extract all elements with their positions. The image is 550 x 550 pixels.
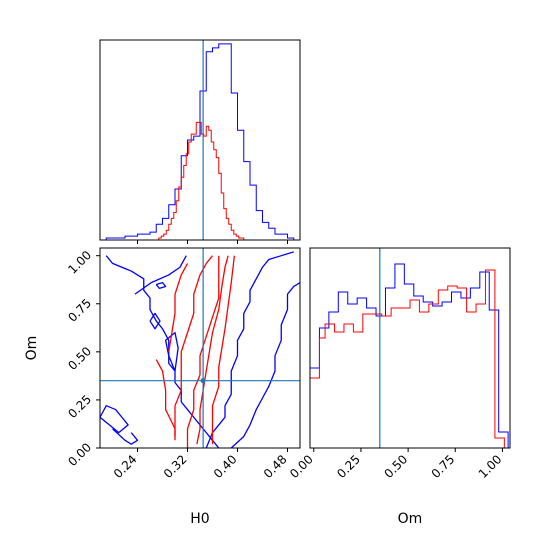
y-tick-label: 0.25: [65, 392, 94, 421]
truth-marker: [200, 378, 206, 384]
h0-axis-label: H0: [190, 511, 209, 527]
y-tick-label: 0.50: [65, 344, 94, 373]
h0-histogram-panel: [99, 39, 301, 244]
red-histogram-series: [156, 121, 249, 240]
om-axis-label: Om: [24, 336, 40, 361]
om-histogram-axis-label: Om: [398, 511, 423, 527]
y-tick-label: 1.00: [65, 248, 94, 277]
red-contour-line: [186, 255, 220, 448]
y-tick-label: 0.00: [65, 440, 94, 469]
red-contour-line: [168, 263, 189, 352]
om-histogram-plot: [310, 248, 509, 448]
om-histogram-panel: 0.00 0.25 0.50 0.75 1.00 Om: [287, 247, 511, 527]
x-tick-label: 1.00: [476, 452, 505, 481]
blue-contour-line: [112, 428, 139, 445]
x-tick-label: 0.32: [161, 452, 190, 481]
blue-histogram-series: [100, 43, 300, 240]
contour-y-ticks: 0.00 0.25 0.50 0.75 1.00: [65, 248, 100, 469]
y-tick-label: 0.75: [65, 296, 94, 325]
x-tick-label: 0.40: [211, 452, 240, 481]
x-tick-label: 0.00: [287, 452, 316, 481]
om-histogram-x-ticks: 0.00 0.25 0.50 0.75 1.00: [287, 448, 505, 481]
red-histogram-series: [310, 269, 505, 448]
x-tick-label: 0.50: [381, 452, 410, 481]
contour-frame: [99, 247, 301, 449]
om-vs-h0-contour-panel: 0.24 0.32 0.40 0.48 0.00 0.25 0.50 0.75 1.00 H0…: [24, 247, 301, 527]
red-contour-line: [174, 255, 214, 437]
blue-contour-line: [155, 281, 167, 290]
blue-contour-line: [134, 255, 187, 295]
x-tick-label: 0.24: [111, 452, 140, 481]
blue-contour-line: [149, 312, 161, 330]
x-tick-label: 0.25: [334, 452, 363, 481]
x-tick-label: 0.75: [429, 452, 458, 481]
blue-histogram-series: [310, 263, 509, 448]
blue-contour-line: [205, 251, 294, 448]
h0-histogram-frame: [99, 39, 301, 241]
red-contour-line: [196, 255, 229, 445]
red-contour-line: [211, 255, 236, 445]
blue-contour-line: [164, 331, 179, 372]
contour-x-ticks: 0.24 0.32 0.40 0.48: [111, 448, 290, 481]
contour-plot-area: [100, 248, 300, 448]
h0-histogram-plot: [100, 40, 300, 240]
x-tick-label: 0.48: [261, 452, 290, 481]
red-contour-line: [155, 359, 176, 441]
h0-histogram-ticks: [137, 240, 288, 244]
blue-contour-line: [105, 255, 220, 448]
om-histogram-frame: [309, 247, 511, 449]
blue-contour-line: [100, 405, 129, 434]
blue-contour-line: [230, 282, 300, 448]
